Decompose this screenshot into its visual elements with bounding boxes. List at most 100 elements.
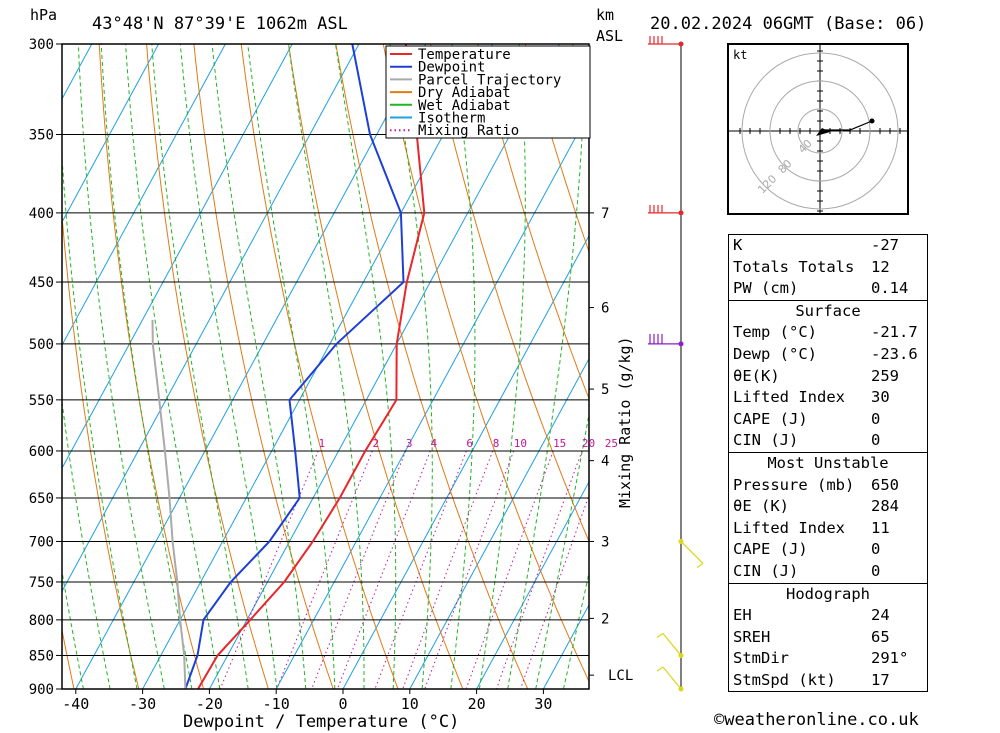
mixing-ratio-label: 8 [493, 437, 500, 450]
indices-row: CIN (J) 0 [729, 430, 927, 452]
indices-row: StmDir 291° [729, 648, 927, 670]
temperature-tick-label: 0 [338, 695, 347, 713]
indices-row: θE (K) 284 [729, 496, 927, 518]
mixing-ratio-line [276, 450, 373, 689]
indices-value: -21.7 [871, 323, 918, 342]
isotherm-line [62, 44, 160, 224]
indices-label: StmDir [733, 649, 789, 668]
hodograph-trace [819, 120, 873, 132]
wet-adiabat-line [335, 44, 397, 689]
hodograph-ring-label: 120 [755, 172, 779, 196]
indices-label: Pressure (mb) [733, 475, 855, 494]
temperature-tick-label: 30 [534, 695, 552, 713]
indices-label: Totals Totals [733, 257, 855, 276]
wind-barb-flag [696, 562, 704, 568]
indices-section: K -27 Totals Totals 12 PW (cm) 0.14 [729, 235, 927, 300]
indices-row: CIN (J) 0 [729, 561, 927, 583]
wind-barb [680, 541, 704, 568]
wind-barb [656, 666, 682, 690]
indices-label: θE(K) [733, 366, 780, 385]
legend-entry: Isotherm [418, 111, 485, 127]
indices-section-title: Surface [795, 301, 861, 320]
km-tick-label: 4 [601, 454, 609, 470]
temperature-tick-label: 20 [468, 695, 486, 713]
km-tick-label: 3 [601, 534, 609, 550]
hodograph-ring-label: 40 [796, 137, 815, 156]
legend-entry: Temperature [418, 47, 511, 63]
legend-entry: Dewpoint [418, 60, 485, 76]
wind-barb-flag [656, 666, 664, 672]
wind-barb [648, 333, 681, 345]
km-tick-label: 5 [601, 382, 609, 398]
indices-value: 0.14 [871, 279, 909, 298]
mixing-ratio-label: 25 [605, 437, 618, 450]
legend-entry: Mixing Ratio [418, 123, 519, 139]
km-axis: 7 6 5 4 3 2 LCL [589, 206, 633, 684]
hodograph: kt 40 80 120 [727, 43, 909, 215]
indices-value: 24 [871, 606, 890, 625]
wind-barb-shaft [662, 666, 682, 690]
km-unit-asl: ASL [596, 27, 623, 45]
indices-label: Lifted Index [733, 388, 845, 407]
hodograph-unit: kt [733, 48, 747, 62]
hodograph-ring-label: 80 [776, 157, 795, 176]
mixing-ratio-label: 4 [430, 437, 437, 450]
indices-value: 259 [871, 366, 899, 385]
pressure-tick-label: 350 [29, 128, 54, 144]
indices-value: 30 [871, 388, 890, 407]
km-tick-label: 6 [601, 301, 609, 317]
wind-barb [656, 632, 682, 656]
indices-label: SREH [733, 627, 771, 646]
mixing-ratio-axis-label: Mixing Ratio (g/kg) [616, 336, 634, 508]
indices-value: 0 [871, 561, 881, 580]
mixing-ratio-label: 6 [466, 437, 473, 450]
indices-table: K -27 Totals Totals 12 PW (cm) 0.14 Surface Tem… [728, 234, 928, 693]
dry-adiabat-line [477, 44, 589, 400]
indices-label: Lifted Index [733, 518, 845, 537]
km-tick-label: 7 [601, 206, 609, 222]
dry-adiabat-line [0, 44, 9, 689]
dry-adiabat-line [62, 210, 140, 689]
legend-entry: Wet Adiabat [418, 98, 511, 114]
dry-adiabat-line [951, 44, 1000, 689]
pressure-tick-label: 450 [29, 275, 54, 291]
indices-value: 0 [871, 409, 881, 428]
temperature-tick-label: -30 [129, 695, 156, 713]
indices-row: θE(K) 259 [729, 366, 927, 388]
wind-barb-flag [656, 632, 664, 638]
axis-labels: 300350400450500550600650700750800850900-… [29, 37, 553, 713]
hodograph-ring [797, 108, 843, 154]
pressure-tick-label: 900 [29, 682, 54, 698]
indices-value: -23.6 [871, 344, 918, 363]
wet-adiabat-line [478, 44, 526, 689]
series-temperature [197, 44, 426, 689]
wind-barb [648, 204, 681, 214]
isotherm-line [0, 44, 25, 689]
indices-row: Dewp (°C) -23.6 [729, 344, 927, 366]
wet-adiabat-line [450, 44, 476, 689]
mixing-ratio-line [311, 450, 407, 689]
legend-entry: Dry Adiabat [418, 85, 511, 101]
mixing-ratio-line [424, 450, 515, 689]
wind-barb [648, 36, 681, 45]
indices-section-title: Hodograph [786, 584, 870, 603]
dry-adiabat-line [193, 44, 334, 689]
indices-label: Temp (°C) [733, 323, 817, 342]
temperature-tick-label: -40 [62, 695, 89, 713]
indices-value: 11 [871, 518, 890, 537]
indices-value: -27 [871, 236, 899, 254]
copyright-icon: © [714, 710, 725, 730]
indices-value: 0 [871, 540, 881, 559]
mixing-ratio-label: 3 [406, 437, 413, 450]
footer-copyright: ©weatheronline.co.uk [714, 710, 919, 730]
indices-value: 650 [871, 475, 899, 494]
indices-row: Lifted Index 11 [729, 518, 927, 540]
wet-adiabat-line [62, 149, 138, 689]
indices-row: CAPE (J) 0 [729, 409, 927, 431]
indices-value: 12 [871, 257, 890, 276]
legend-entry: Parcel Trajectory [418, 72, 561, 88]
indices-label: PW (cm) [733, 279, 799, 298]
pressure-unit: hPa [30, 6, 57, 24]
indices-row: SREH 65 [729, 627, 927, 649]
